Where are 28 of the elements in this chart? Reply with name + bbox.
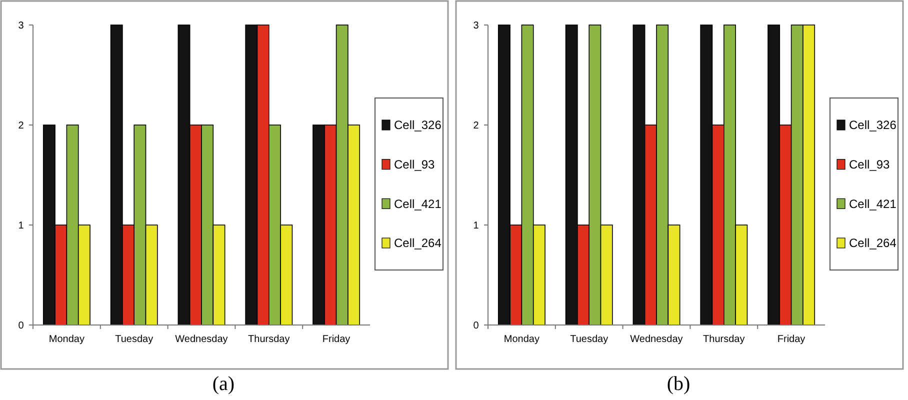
y-tick-label: 2	[473, 120, 480, 132]
y-tick-label: 0	[473, 320, 480, 332]
x-tick-label: Wednesday	[175, 334, 228, 345]
y-tick-label: 1	[18, 220, 24, 232]
x-tick-label: Friday	[322, 334, 350, 345]
x-tick-label: Monday	[48, 334, 84, 345]
y-tick-label: 3	[18, 20, 24, 32]
text: (a)	[212, 373, 235, 395]
x-tick-label: Wednesday	[630, 334, 683, 345]
legend-label: Cell_326	[849, 118, 897, 132]
legend-label: Cell_264	[394, 236, 442, 250]
x-tick-label: Friday	[777, 334, 806, 345]
legend-label: Cell_326	[394, 118, 442, 132]
legend-label: Cell_421	[394, 196, 442, 211]
legend-label: Cell_93	[849, 158, 890, 172]
legend-label: Cell_264	[849, 236, 897, 250]
text: (b)	[666, 373, 690, 395]
y-tick-label: 2	[18, 120, 24, 132]
legend-label: Cell_93	[394, 158, 436, 172]
y-tick-label: 1	[473, 220, 480, 232]
legend-label: Cell_421	[849, 196, 897, 211]
x-tick-label: Monday	[504, 334, 540, 345]
y-tick-label: 0	[18, 320, 24, 332]
x-tick-label: Tuesday	[570, 334, 608, 345]
x-tick-label: Thursday	[703, 334, 745, 345]
x-tick-label: Tuesday	[115, 334, 154, 345]
y-tick-label: 3	[473, 20, 480, 32]
x-tick-label: Thursday	[248, 334, 290, 345]
